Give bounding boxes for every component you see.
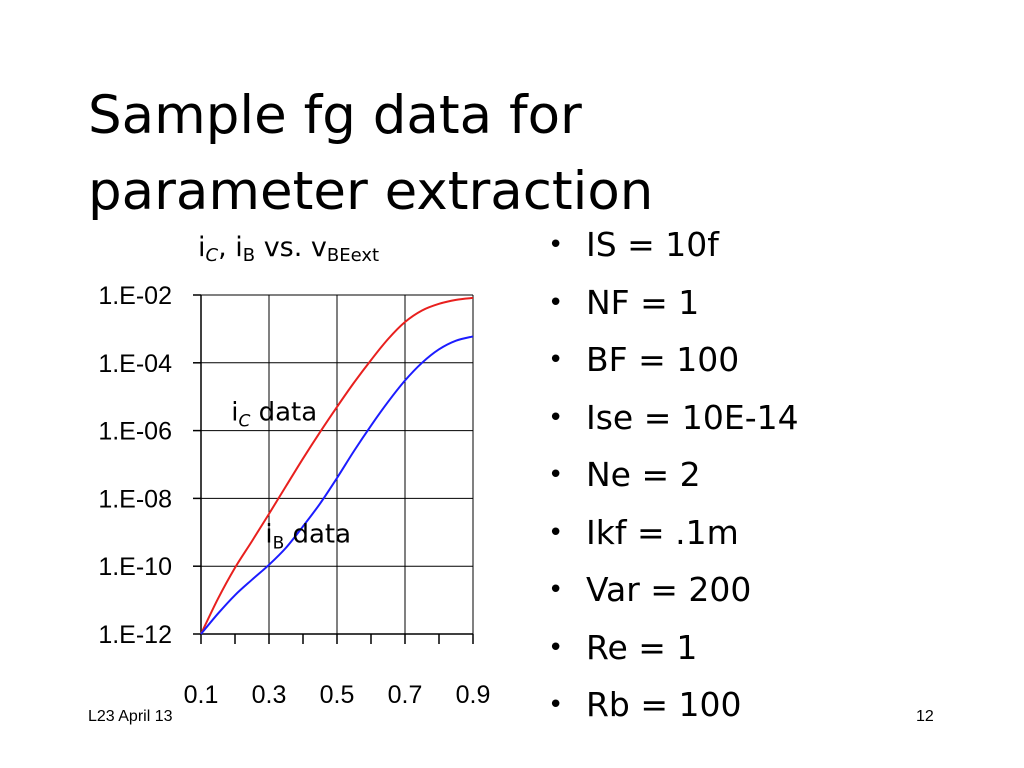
chart-title-sep: , i [218, 232, 243, 263]
parameter-item: • Ikf = .1m [548, 510, 799, 568]
page-number: 12 [916, 708, 934, 725]
y-tick-label: 1.E-10 [98, 553, 172, 581]
x-tick-label: 0.5 [320, 681, 355, 709]
chart-title-b-sub: B [242, 245, 256, 266]
parameter-text: Ikf = .1m [586, 512, 739, 552]
chart-title: iC, iB vs. vBEext [198, 232, 379, 266]
parameter-text: IS = 10f [586, 225, 719, 264]
parameter-text: Rb = 100 [586, 685, 742, 724]
bullet-icon: • [548, 690, 564, 720]
y-tick-label: 1.E-12 [98, 621, 172, 649]
series-line-ib [200, 335, 474, 635]
parameter-item: • Rb = 100 [548, 682, 799, 740]
footer-label: L23 April 13 [88, 708, 173, 725]
chart-title-c-sub: C [205, 245, 219, 266]
x-tick-label: 0.3 [252, 681, 287, 709]
parameter-item: • Ise = 10E-14 [548, 395, 799, 453]
bullet-icon: • [548, 517, 564, 548]
chart-title-vs: vs. v [255, 232, 327, 263]
bullet-icon: • [548, 230, 564, 260]
bullet-icon: • [548, 402, 564, 433]
parameter-text: Ise = 10E-14 [586, 397, 799, 437]
parameter-list: • IS = 10f • NF = 1 • BF = 100 • Ise = 10E-14 • N… [548, 222, 799, 740]
parameter-text: Ne = 2 [586, 455, 701, 494]
parameter-item: • NF = 1 [548, 280, 799, 338]
x-tick-label: 0.1 [184, 681, 219, 709]
parameter-item: • Var = 200 [548, 567, 799, 625]
parameter-text: Re = 1 [586, 627, 698, 667]
slide-title-line-1: Sample fg data for [88, 85, 582, 146]
y-tick-label: 1.E-08 [98, 485, 172, 513]
x-tick-label: 0.7 [388, 681, 423, 709]
slide-title: Sample fg data for parameter extraction [88, 78, 988, 230]
bullet-icon: • [548, 460, 564, 490]
parameter-item: • Re = 1 [548, 625, 799, 683]
annotation-ic-data: iC data [231, 397, 317, 431]
bullet-icon: • [548, 287, 564, 318]
bullet-icon: • [548, 575, 564, 605]
parameter-item: • Ne = 2 [548, 452, 799, 510]
y-tick-label: 1.E-04 [98, 350, 172, 378]
chart-title-v-sub: BEext [326, 245, 380, 266]
bullet-icon: • [548, 345, 564, 375]
annotation-ib-data: iB data [265, 520, 351, 554]
x-tick-label: 0.9 [456, 681, 491, 709]
parameter-text: Var = 200 [586, 570, 752, 609]
parameter-text: NF = 1 [586, 282, 700, 322]
slide-title-line-2: parameter extraction [88, 161, 654, 222]
parameter-item: • IS = 10f [548, 222, 799, 280]
parameter-item: • BF = 100 [548, 337, 799, 395]
chart-title-i: i [198, 232, 206, 263]
bullet-icon: • [548, 632, 564, 663]
y-tick-label: 1.E-02 [98, 282, 172, 310]
series-line-ic [200, 296, 474, 635]
parameter-text: BF = 100 [586, 340, 740, 379]
y-tick-label: 1.E-06 [98, 418, 172, 446]
